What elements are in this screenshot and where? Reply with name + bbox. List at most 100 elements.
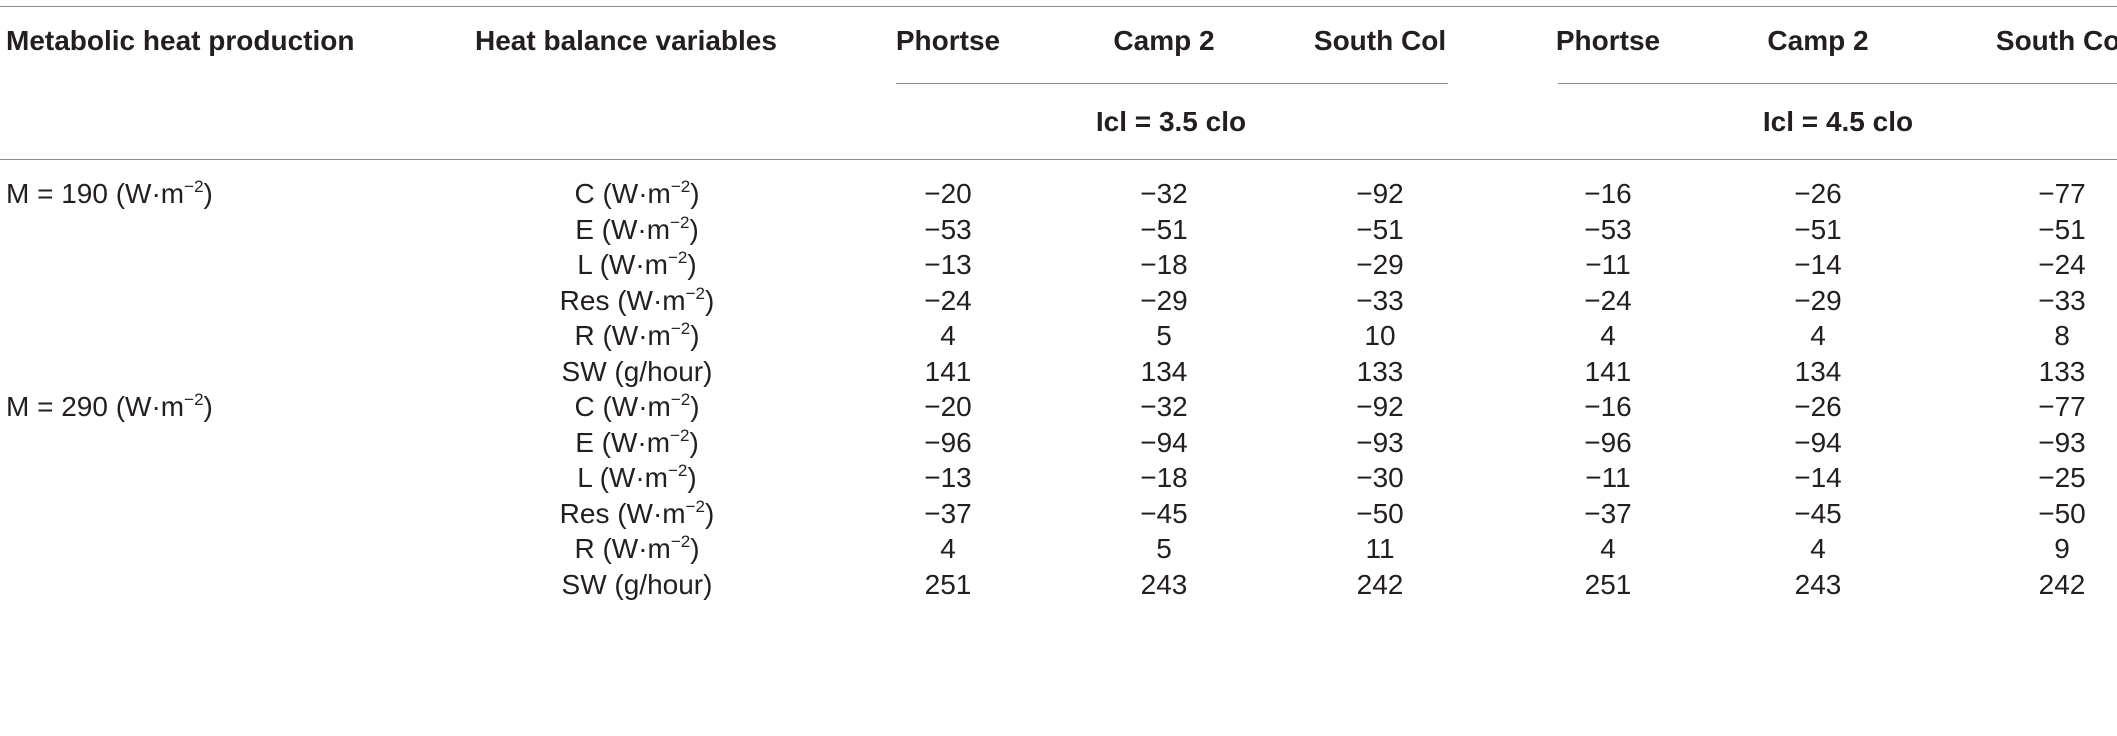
unit-exponent: −2 — [668, 461, 688, 480]
unit-base: (W·m — [115, 178, 185, 209]
unit-close: ) — [689, 427, 699, 458]
table-cell: 4 — [1600, 533, 1616, 564]
unit-base: (W·m — [617, 285, 686, 316]
unit-exponent: −2 — [670, 177, 691, 196]
unit-base: (W·m — [617, 498, 686, 529]
table-cell: −24 — [2038, 249, 2086, 280]
table-cell: 242 — [2038, 569, 2086, 600]
variable-name: E — [575, 427, 602, 458]
table-cell: −14 — [1794, 249, 1842, 280]
table-cell: −16 — [1584, 178, 1632, 209]
table-cell: 4 — [1810, 320, 1826, 351]
unit-base: (W·m — [115, 391, 185, 422]
table-cell: 4 — [1600, 320, 1616, 351]
variable-name: C — [574, 391, 603, 422]
table-cell: −14 — [1794, 462, 1842, 493]
unit-close: ) — [690, 391, 700, 422]
table-cell: −51 — [2038, 214, 2086, 245]
table-cell: −13 — [924, 462, 972, 493]
table-cell: −93 — [2038, 427, 2086, 458]
table-cell: 141 — [924, 356, 972, 387]
table-cell: −51 — [1356, 214, 1404, 245]
variable-label: R (W·m−2) — [574, 319, 700, 356]
table-cell: −77 — [2038, 178, 2086, 209]
table-cell: 9 — [2054, 533, 2070, 564]
table-cell: 243 — [1794, 569, 1842, 600]
clothing-label: Icl = 4.5 clo — [1762, 106, 1914, 137]
unit-close: ) — [705, 498, 715, 529]
unit-exponent: −2 — [670, 213, 690, 232]
table-cell: −29 — [1356, 249, 1404, 280]
table-cell: −51 — [1794, 214, 1842, 245]
table-cell: −96 — [1584, 427, 1632, 458]
table-cell: 133 — [1356, 356, 1404, 387]
unit-close: ) — [690, 178, 700, 209]
table-cell: −92 — [1356, 178, 1404, 209]
unit-close: ) — [687, 462, 697, 493]
unit-base: (W·m — [599, 462, 668, 493]
unit-close: ) — [689, 214, 699, 245]
variable-name: Res — [559, 285, 618, 316]
table-cell: −37 — [924, 498, 972, 529]
top-rule — [0, 6, 2117, 7]
table-cell: −26 — [1794, 391, 1842, 422]
variable-label: C (W·m−2) — [574, 390, 700, 427]
unit-base: (W·m — [602, 320, 671, 351]
unit-exponent: −2 — [184, 390, 204, 409]
table-cell: −20 — [924, 391, 972, 422]
table-cell: 251 — [924, 569, 972, 600]
variable-label: Res (W·m−2) — [559, 284, 715, 321]
variable-name: E — [575, 214, 602, 245]
table-cell: −50 — [1356, 498, 1404, 529]
unit-exponent: −2 — [670, 319, 691, 338]
table-cell: −30 — [1356, 462, 1404, 493]
variable-label: E (W·m−2) — [575, 213, 699, 250]
variable-name: Res — [559, 498, 618, 529]
variable-name: SW (g/hour) — [561, 356, 713, 387]
unit-base: (W·m — [601, 427, 671, 458]
variable-name: R — [574, 533, 603, 564]
table-cell: −93 — [1356, 427, 1404, 458]
table-cell: −37 — [1584, 498, 1632, 529]
unit-close: ) — [687, 249, 697, 280]
table-cell: −24 — [924, 285, 972, 316]
header-location: Phortse — [895, 25, 1001, 56]
table-cell: −32 — [1140, 178, 1188, 209]
unit-exponent: −2 — [685, 497, 706, 516]
variable-label: SW (g/hour) — [562, 569, 713, 601]
variable-name: L — [577, 462, 600, 493]
table-cell: −11 — [1585, 462, 1631, 493]
table-cell: −33 — [2038, 285, 2086, 316]
unit-close: ) — [690, 320, 700, 351]
unit-close: ) — [203, 178, 213, 209]
unit-close: ) — [690, 533, 700, 564]
header-metabolic: Metabolic heat production — [6, 25, 355, 56]
header-location: South Col — [1995, 25, 2117, 56]
variable-name: SW (g/hour) — [561, 569, 713, 600]
metabolic-rate-prefix: M = 190 — [6, 178, 116, 209]
table-cell: 242 — [1356, 569, 1404, 600]
table-cell: −32 — [1140, 391, 1188, 422]
variable-label: L (W·m−2) — [577, 461, 697, 498]
table-cell: 4 — [1810, 533, 1826, 564]
table-cell: −18 — [1140, 249, 1188, 280]
unit-exponent: −2 — [670, 426, 690, 445]
unit-base: (W·m — [602, 391, 671, 422]
table-cell: 251 — [1584, 569, 1632, 600]
table-cell: −11 — [1585, 249, 1631, 280]
table-cell: −20 — [924, 178, 972, 209]
table-cell: −33 — [1356, 285, 1404, 316]
table-cell: −92 — [1356, 391, 1404, 422]
table-cell: −45 — [1794, 498, 1842, 529]
table-cell: −25 — [2038, 462, 2086, 493]
unit-exponent: −2 — [670, 390, 691, 409]
group-rule-left — [896, 83, 1448, 84]
table-cell: 134 — [1794, 356, 1842, 387]
table-cell: −29 — [1794, 285, 1842, 316]
table-cell: 4 — [940, 320, 956, 351]
header-location: Camp 2 — [1767, 25, 1869, 56]
table-cell: −50 — [2038, 498, 2086, 529]
unit-exponent: −2 — [670, 532, 691, 551]
group-rule-right — [1558, 83, 2117, 84]
table-cell: 134 — [1140, 356, 1188, 387]
